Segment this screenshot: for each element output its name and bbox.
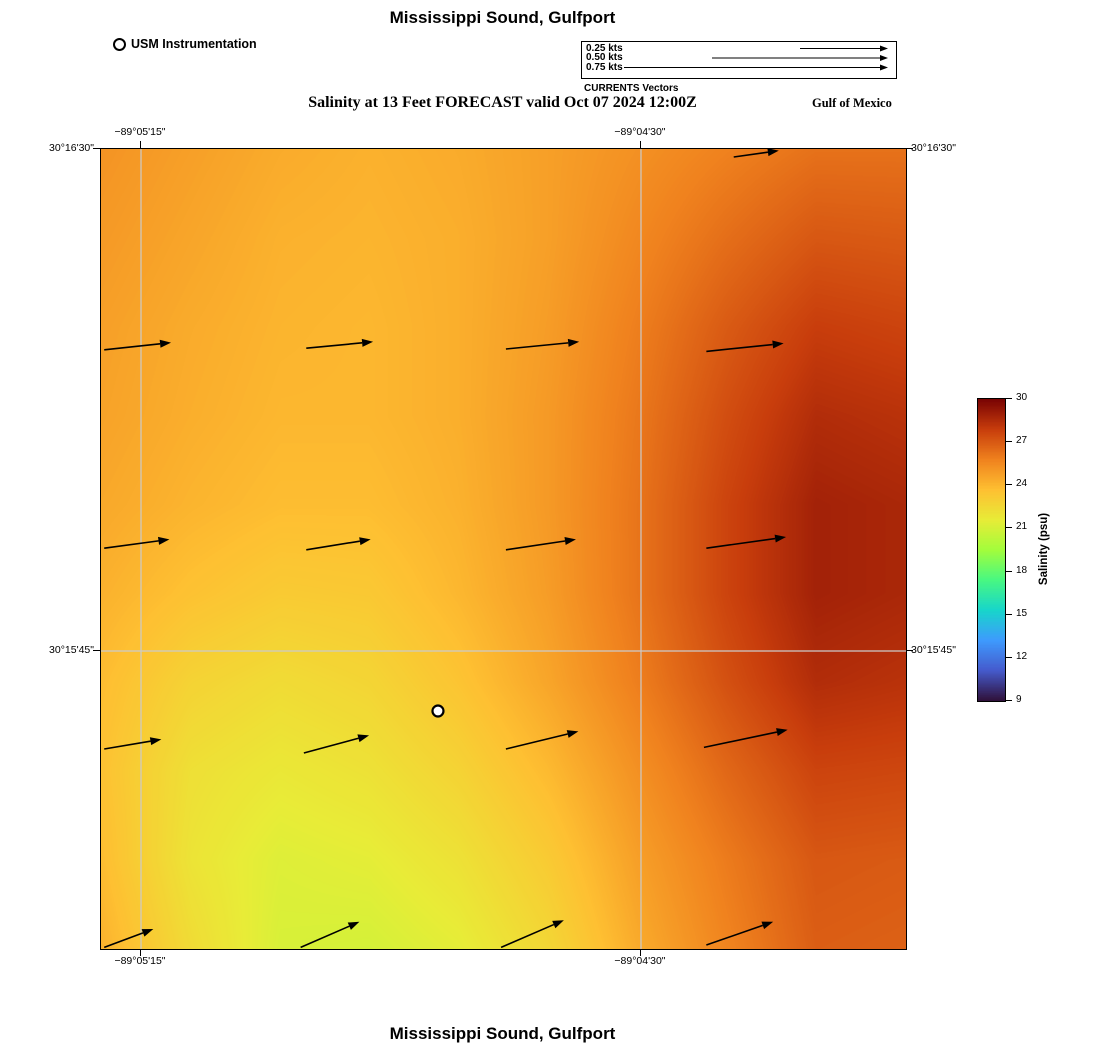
lon-tick-bottom [639, 949, 641, 956]
current-vector-arrowhead [566, 730, 579, 738]
speed-scale-labels: 0.25 kts 0.50 kts 0.75 kts [582, 42, 896, 78]
current-speed-legend: 0.25 kts 0.50 kts 0.75 kts [581, 41, 897, 79]
salinity-map [100, 148, 907, 950]
instrumentation-legend-label: USM Instrumentation [131, 37, 257, 51]
lat-tick-label-left: 30°16'30" [49, 142, 94, 154]
colorbar-tick-label: 30 [1016, 392, 1028, 403]
lat-tick-left [93, 148, 100, 149]
colorbar-tick-label: 12 [1016, 650, 1028, 662]
colorbar-tick [1006, 527, 1012, 529]
speed-scale-arrows [624, 45, 888, 71]
lat-tick-left [93, 650, 100, 651]
station-marker-icon [113, 37, 126, 51]
current-vector-arrowhead [159, 339, 172, 348]
speed-scale-label: 0.50 kts [586, 52, 623, 63]
vectors-caption: CURRENTS Vectors [584, 83, 679, 94]
current-vector-arrowhead [361, 338, 374, 347]
lon-tick-bottom [140, 949, 141, 956]
salinity-heatmap [101, 149, 906, 949]
lon-tick-label-top: −89°05'15" [114, 126, 166, 138]
lat-tick-right [906, 650, 913, 651]
gulf-of-mexico-label: Gulf of Mexico [812, 96, 892, 110]
colorbar-tick [1006, 570, 1012, 572]
current-vector-arrowhead [564, 537, 576, 545]
speed-scale-label: 0.75 kts [586, 61, 623, 73]
colorbar-title: Salinity (psu) [1038, 512, 1050, 586]
colorbar-gradient [978, 399, 1005, 701]
current-vector-arrowhead [767, 149, 779, 157]
colorbar-tick-label: 9 [1016, 694, 1022, 705]
current-vector-arrowhead [552, 920, 564, 929]
current-vector-arrowhead [772, 340, 784, 349]
colorbar-tick [1006, 656, 1012, 658]
current-vector-arrowhead [359, 537, 371, 546]
colorbar-tick-label: 21 [1016, 521, 1028, 533]
colorbar-tick [1006, 613, 1012, 615]
colorbar-tick-label: 18 [1016, 564, 1028, 576]
lon-tick-label-bottom: −89°05'15" [114, 955, 166, 967]
current-vector-arrowhead [880, 45, 888, 52]
current-vector-arrowhead [347, 921, 360, 930]
colorbar-tick-label: 27 [1016, 435, 1028, 447]
current-vector-arrowhead [776, 728, 788, 736]
lat-tick-right [906, 148, 913, 149]
colorbar-tick [1006, 398, 1012, 399]
usm-station-marker [431, 704, 445, 718]
lat-tick-label-left: 30°15'45" [49, 644, 94, 656]
forecast-subtitle: Salinity at 13 Feet FORECAST valid Oct 0… [308, 94, 697, 111]
map-overlay [101, 149, 906, 949]
colorbar-tick-label: 24 [1016, 478, 1028, 490]
current-vector-arrowhead [149, 737, 162, 746]
figure-title: Mississippi Sound, Gulfport [389, 8, 616, 27]
speed-scale-label: 0.25 kts [586, 42, 623, 54]
lon-tick-top [639, 141, 641, 148]
lat-tick-label-right: 30°16'30" [911, 142, 956, 154]
colorbar-tick [1006, 700, 1012, 701]
lon-tick-top [140, 141, 141, 148]
current-vector-arrowhead [761, 921, 774, 930]
current-vector-arrowhead [880, 55, 888, 61]
colorbar-tick [1006, 441, 1012, 443]
lon-tick-label-top: −89°04'30" [614, 126, 666, 138]
colorbar-tick-label: 15 [1016, 607, 1028, 619]
figure-title-bottom: Mississippi Sound, Gulfport [389, 1024, 616, 1043]
current-vector-arrowhead [141, 929, 154, 937]
current-vector-arrowhead [357, 734, 370, 743]
current-vector-arrowhead [880, 64, 888, 71]
current-vector-arrowhead [774, 534, 787, 543]
colorbar [977, 398, 1006, 702]
current-vector-arrowhead [567, 338, 580, 347]
colorbar-tick [1006, 484, 1012, 486]
lat-tick-label-right: 30°15'45" [911, 644, 956, 656]
instrumentation-legend: USM Instrumentation [113, 37, 257, 51]
current-vector-arrowhead [157, 536, 170, 545]
lon-tick-label-bottom: −89°04'30" [614, 955, 666, 967]
